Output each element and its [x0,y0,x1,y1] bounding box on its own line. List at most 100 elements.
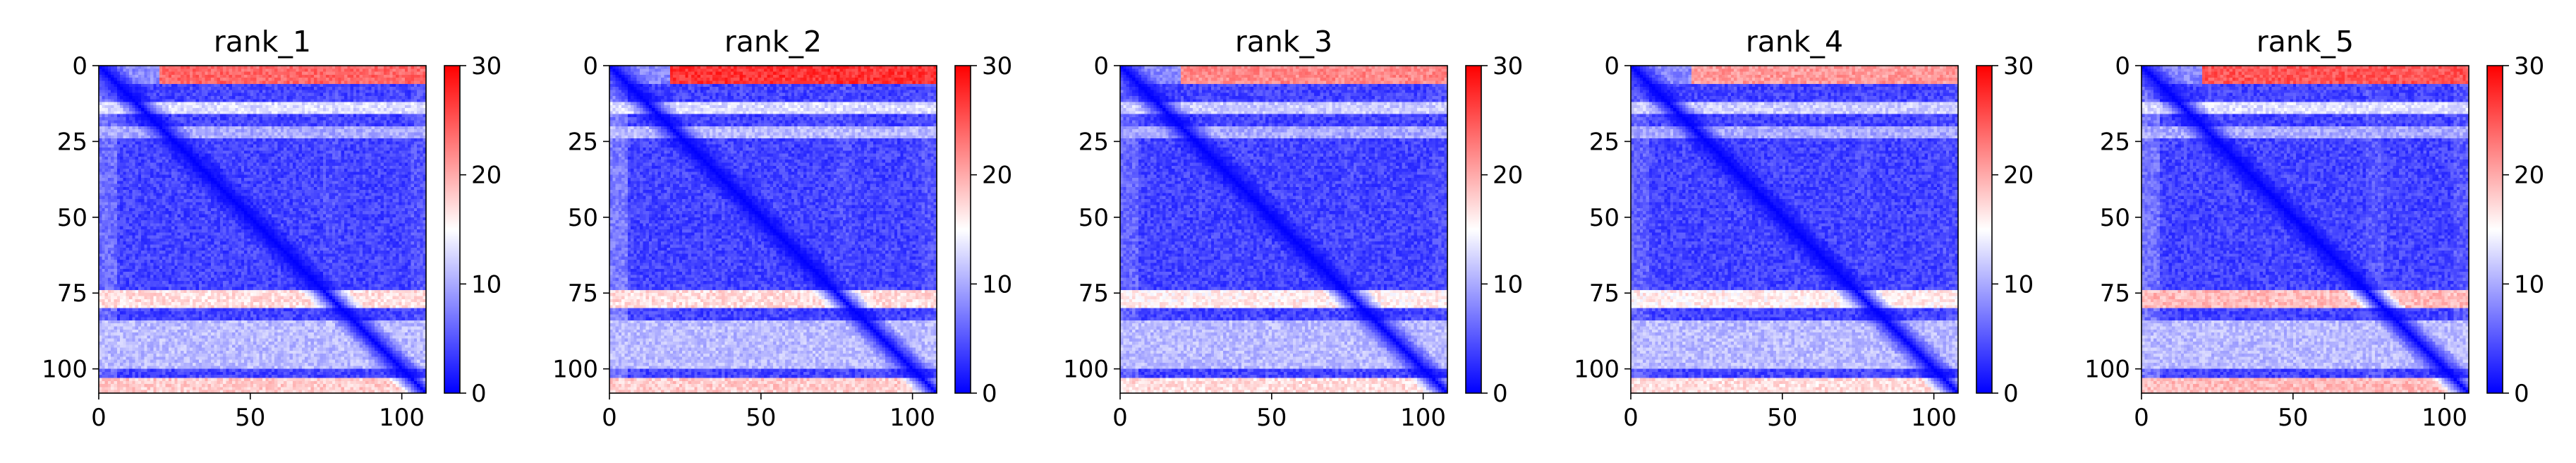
heatmap-cell [286,68,290,72]
heatmap-cell [290,80,293,84]
heatmap-cell [238,80,242,84]
heatmap-cell [181,80,184,84]
heatmap-cell [293,78,296,81]
heatmap-cell [208,68,212,72]
heatmap-cell [296,78,299,81]
heatmap-cell [120,78,123,81]
heatmap-cell [153,80,157,84]
heatmap-cell [111,75,114,78]
heatmap-cell [195,75,199,78]
heatmap-cell [141,78,145,81]
heatmap-cell [411,68,415,72]
heatmap-cell [181,75,184,78]
heatmap-cell [384,78,387,81]
heatmap-cell [111,78,114,81]
heatmap-cell [141,72,145,76]
heatmap-cell [193,80,196,84]
heatmap-cell [274,75,278,78]
heatmap-cell [405,75,408,78]
heatmap-cell [265,78,269,81]
heatmap-cell [190,78,193,81]
heatmap-cell [377,68,381,72]
heatmap-cell [220,80,224,84]
heatmap-cell [223,72,226,76]
heatmap-cell [332,80,336,84]
heatmap-cell [111,80,114,84]
heatmap-cell [144,68,147,72]
heatmap-cell [226,80,229,84]
heatmap-cell [147,72,151,76]
heatmap-cell [286,72,290,76]
heatmap-cell [368,72,372,76]
heatmap-cell [166,72,169,76]
heatmap-cell [335,80,339,84]
heatmap-cell [159,80,163,84]
heatmap-cell [241,68,245,72]
heatmap-cell [317,78,320,81]
heatmap-cell [359,75,363,78]
heatmap-cell [241,78,245,81]
heatmap-cell [326,75,329,78]
heatmap-cell [147,78,151,81]
heatmap-cell [202,68,205,72]
heatmap-cell [108,75,111,78]
heatmap-cell [420,78,423,81]
heatmap-cell [272,80,275,84]
heatmap-cell [223,68,226,72]
heatmap-cell [272,72,275,76]
heatmap-cell [187,75,190,78]
heatmap-cell [368,75,372,78]
heatmap-cell [211,75,214,78]
heatmap-cell [277,78,281,81]
heatmap-cell [235,72,238,76]
heatmap-cell [102,80,105,84]
heatmap-cell [244,68,248,72]
heatmap-cell [238,78,242,81]
heatmap-cell [396,68,399,72]
heatmap-cell [226,72,229,76]
heatmap-cell [387,78,390,81]
heatmap-cell [351,75,354,78]
heatmap-cell [341,72,345,76]
heatmap-cell [105,80,109,84]
heatmap-cell [396,78,399,81]
heatmap-cell [129,68,133,72]
heatmap-cell [356,72,360,76]
heatmap-cell [208,75,212,78]
heatmap-cell [317,72,320,76]
heatmap-cell [178,68,181,72]
heatmap-cell [353,68,357,72]
heatmap-cell [199,68,202,72]
heatmap-cell [220,75,224,78]
heatmap-cell [126,75,130,78]
subplot-1: rank_10 50 10002550751000102030 [42,25,502,432]
heatmap-cell [217,75,221,78]
heatmap-cell [144,78,147,81]
heatmap-cell [411,72,415,76]
heatmap-cell [265,68,269,72]
heatmap-cell [120,80,123,84]
heatmap-cell [150,72,154,76]
heatmap-cell [250,68,254,72]
heatmap-cell [238,68,242,72]
heatmap-cell [326,68,329,72]
heatmap-cell [299,80,303,84]
heatmap-cell [123,80,126,84]
heatmap-cell [132,80,135,84]
heatmap-cell [199,78,202,81]
heatmap-cell [302,78,305,81]
heatmap-cell [193,72,196,76]
heatmap-cell [135,72,139,76]
heatmap-cell [248,75,251,78]
heatmap-cell [220,72,224,76]
heatmap-cell [162,78,166,81]
heatmap-cell [363,72,366,76]
heatmap-cell [344,80,348,84]
heatmap-cell [248,78,251,81]
heatmap-cell [166,80,169,84]
heatmap-cell [353,80,357,84]
heatmap-cell [114,75,117,78]
heatmap-cell [393,78,396,81]
heatmap-cell [363,80,366,84]
